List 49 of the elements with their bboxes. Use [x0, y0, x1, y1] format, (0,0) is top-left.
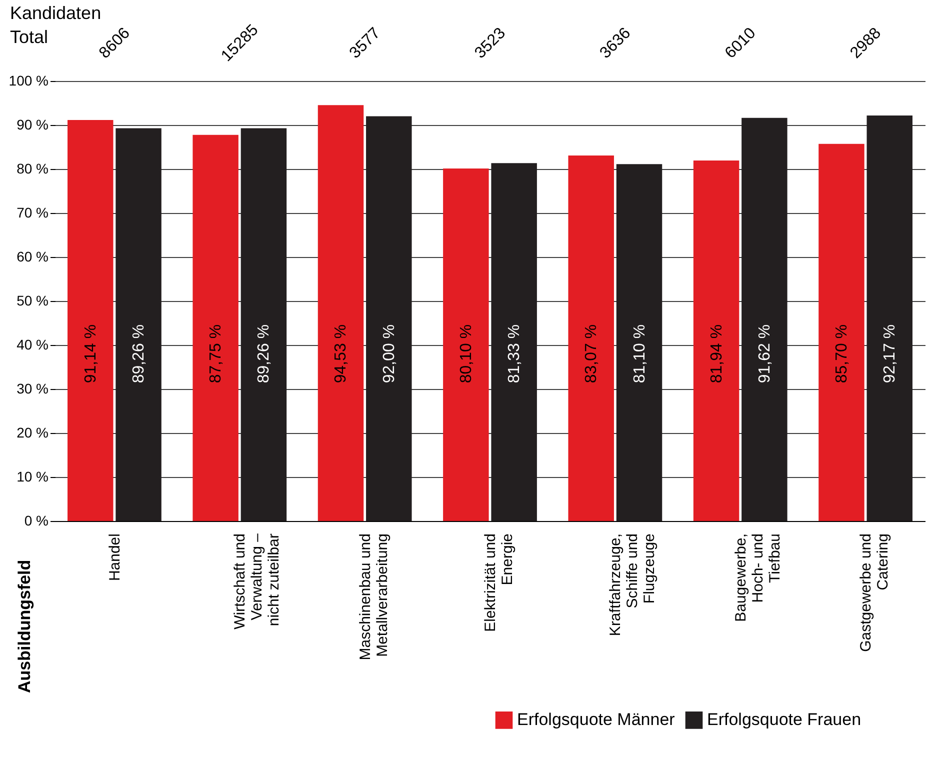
data-label: 92,00 % — [380, 324, 398, 384]
x-tick-label: Gastgewerbe und Catering — [858, 534, 892, 652]
bar — [693, 160, 740, 521]
bar — [818, 144, 864, 521]
y-tick-label: 70 % — [16, 204, 48, 220]
bar — [443, 168, 489, 521]
y-tick-label: 60 % — [16, 248, 48, 264]
data-label: 94,53 % — [332, 324, 350, 384]
x-tick-label: Baugewerbe, Hoch- und Tiefbau — [732, 534, 784, 622]
y-tick-label: 40 % — [16, 336, 48, 352]
data-label: 89,26 % — [256, 324, 273, 384]
x-tick-label: Handel — [106, 534, 124, 582]
y-tick-label: 20 % — [16, 424, 48, 440]
data-label: 92,17 % — [882, 324, 899, 384]
bar — [742, 118, 788, 521]
y-tick-label: 80 % — [16, 160, 48, 176]
data-label: 91,14 % — [82, 324, 100, 384]
x-tick-label: Wirtschaft und Verwaltung – nicht zuteilbar — [232, 532, 283, 630]
data-label: 81,10 % — [631, 324, 648, 384]
data-label: 80,10 % — [458, 324, 475, 384]
data-label: 81,33 % — [506, 324, 524, 384]
y-tick-label: 30 % — [16, 380, 48, 396]
bar — [568, 155, 614, 521]
data-label: 87,75 % — [208, 324, 225, 384]
bar — [616, 164, 662, 521]
bar — [240, 128, 287, 521]
y-tick-label: 100 % — [8, 72, 48, 88]
legend-label: Erfolgsquote Frauen — [707, 710, 862, 730]
data-label: 85,70 % — [833, 324, 850, 384]
y-tick-label: 50 % — [16, 292, 48, 308]
bar — [491, 163, 537, 521]
bar — [366, 116, 412, 521]
bar — [866, 115, 912, 521]
x-tick-label: Elektrizität und Energie — [482, 534, 516, 632]
x-tick-label: Kraftfahrzeuge, Schiffe und Flugzeuge — [607, 534, 658, 636]
y-tick-label: 10 % — [16, 468, 48, 484]
bar — [192, 134, 238, 521]
bar — [116, 128, 162, 521]
y-tick-label: 90 % — [16, 116, 48, 132]
bar — [68, 120, 114, 521]
bar — [318, 105, 364, 521]
text: Ausbildungsfeld — [15, 560, 34, 693]
legend-label: Erfolgsquote Männer — [517, 710, 676, 730]
data-label: 81,94 % — [708, 324, 726, 384]
y-tick-label: 0 % — [24, 512, 48, 528]
text: Kandidaten Total — [10, 3, 102, 47]
data-label: 89,26 % — [130, 324, 148, 384]
data-label: 83,07 % — [583, 324, 600, 384]
data-label: 91,62 % — [756, 324, 774, 384]
